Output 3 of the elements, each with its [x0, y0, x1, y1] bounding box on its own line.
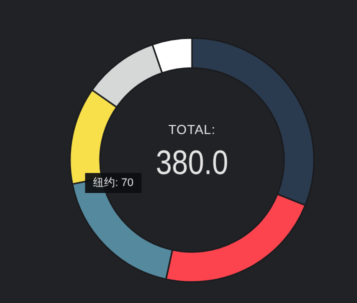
text: 380.0 — [156, 142, 228, 182]
slice-label: 纽约: 70 — [93, 177, 134, 189]
text: TOTAL: — [168, 122, 216, 137]
